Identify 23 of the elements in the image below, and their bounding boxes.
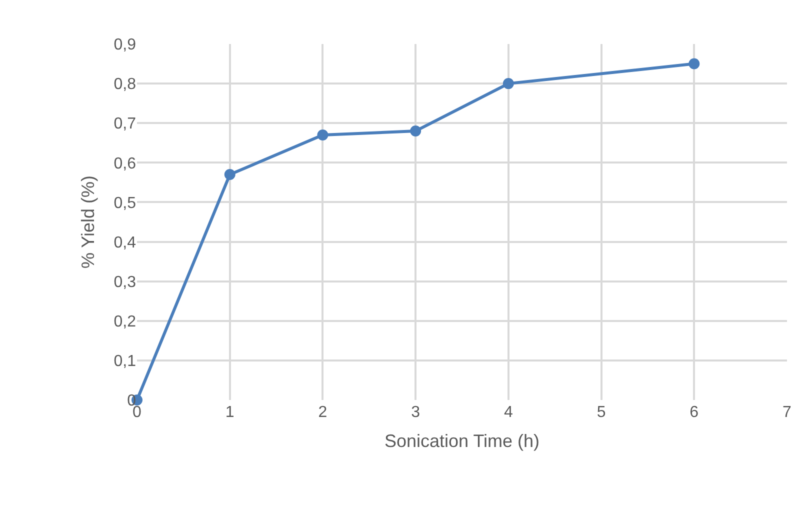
point	[688, 58, 700, 70]
y-tick-label: 0,1	[114, 353, 136, 370]
point	[502, 78, 514, 90]
y-tick-label: 0,2	[114, 313, 136, 330]
y-tick-label: 0,3	[114, 274, 136, 291]
y-tick-label: 0,6	[114, 155, 136, 172]
point	[410, 126, 422, 137]
y-tick-label: 0,7	[114, 116, 136, 133]
x-tick-label: 3	[411, 404, 420, 421]
x-tick-label: 4	[504, 404, 513, 421]
x-tick-label: 2	[318, 404, 328, 421]
x-axis-title: Sonication Time (h)	[384, 431, 540, 452]
x-tick-label: 1	[225, 404, 234, 421]
y-tick-label: 0,8	[114, 76, 136, 94]
y-tick-label: 0,5	[114, 194, 136, 212]
x-tick-label: 7	[782, 404, 792, 421]
point	[317, 129, 328, 140]
x-tick-label: 5	[596, 404, 606, 421]
x-tick-label: 6	[690, 404, 699, 421]
y-tick-label: 0,9	[114, 36, 136, 54]
y-axis-title: % Yield (%)	[78, 175, 98, 269]
y-tick-label: 0,4	[114, 234, 136, 252]
point	[224, 169, 236, 180]
